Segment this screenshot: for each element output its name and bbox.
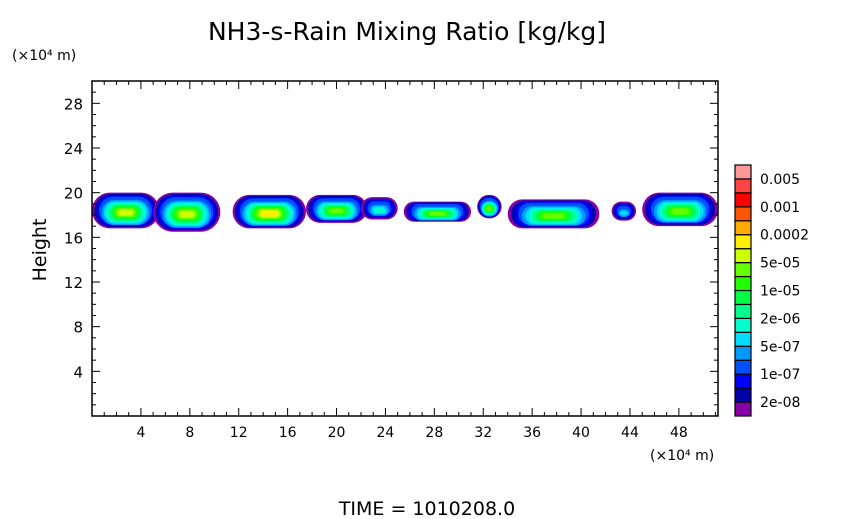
colorbar-label: 2e-06 (760, 311, 800, 327)
colorbar-swatch (734, 331, 752, 347)
colorbar-swatch (734, 359, 752, 375)
colorbar-label: 5e-05 (760, 256, 800, 272)
x-tick-label: 12 (230, 425, 248, 441)
x-tick-label: 32 (474, 425, 492, 441)
x-tick-label: 28 (425, 425, 443, 441)
contour-blob (403, 201, 472, 222)
x-tick-label: 44 (621, 425, 639, 441)
x-tick-label: 20 (328, 425, 346, 441)
contour-level (620, 210, 628, 216)
x-tick-label: 48 (670, 425, 688, 441)
colorbar-label: 0.005 (760, 172, 800, 188)
contour-level (429, 211, 446, 216)
contour-blob (232, 194, 306, 229)
colorbar-label: 2e-08 (760, 395, 800, 411)
y-tick-label: 24 (64, 140, 83, 158)
x-tick-label: 36 (523, 425, 541, 441)
x-tick-label: 24 (377, 425, 395, 441)
colorbar-label: 5e-07 (760, 339, 800, 355)
y-tick-label: 8 (73, 319, 83, 337)
colorbar-swatch (734, 345, 752, 361)
contour-blob (507, 199, 600, 229)
x-tick-label: 40 (572, 425, 590, 441)
contour-level (486, 206, 493, 211)
contour-level (374, 207, 385, 213)
colorbar-swatch (734, 220, 752, 236)
colorbar-swatch (734, 164, 752, 180)
colorbar-swatch (734, 289, 752, 306)
colorbar-swatch (734, 234, 752, 250)
colorbar-swatch (734, 373, 752, 389)
time-label: TIME = 1010208.0 (338, 498, 515, 519)
colorbar-swatch (734, 387, 752, 403)
contour-blob (153, 192, 221, 232)
colorbar-swatch (734, 178, 752, 194)
colorbar-swatch (734, 192, 752, 208)
y-unit-label: (×10⁴ m) (12, 48, 76, 64)
y-tick-label: 4 (73, 363, 83, 381)
colorbar-label: 1e-05 (760, 284, 800, 300)
colorbar: 2e-08 1e-07 5e-07 2e-06 1e-05 5e-05 0.0002 0.00… (734, 164, 809, 417)
colorbar-swatch (734, 248, 752, 264)
contour-blob (642, 192, 718, 227)
colorbar-swatch (734, 317, 752, 333)
x-tick-label: 8 (185, 425, 194, 441)
y-tick-label: 20 (64, 185, 83, 203)
colorbar-label: 1e-07 (760, 367, 800, 383)
colorbar-swatch (734, 206, 752, 222)
y-axis-label: Height (29, 219, 51, 282)
contour-field (92, 192, 718, 232)
x-tick-label: 4 (136, 425, 145, 441)
contour-level (329, 208, 344, 214)
colorbar-swatch (734, 303, 752, 319)
contour-blob (477, 194, 502, 219)
x-unit-label: (×10⁴ m) (650, 448, 714, 464)
contour-blob (92, 192, 160, 229)
contour-level (671, 208, 690, 215)
colorbar-swatch (734, 275, 752, 292)
contour-blob (360, 197, 398, 220)
colorbar-label: 0.0002 (760, 228, 809, 244)
contour-blob (611, 201, 637, 221)
contour-level (542, 213, 565, 219)
y-tick-label: 16 (64, 229, 83, 247)
contour-level (261, 210, 278, 217)
contour-level (179, 210, 195, 218)
chart-title: NH3-s-Rain Mixing Ratio [kg/kg] (208, 17, 606, 46)
y-tick-label: 12 (64, 274, 83, 292)
x-tick-label: 16 (279, 425, 297, 441)
y-tick-label: 28 (64, 95, 83, 113)
colorbar-swatch (734, 401, 752, 417)
plot-frame (91, 80, 719, 417)
contour-level (117, 209, 134, 216)
colorbar-label: 0.001 (760, 200, 800, 216)
colorbar-swatch (734, 262, 752, 278)
contour-blob (305, 194, 368, 223)
